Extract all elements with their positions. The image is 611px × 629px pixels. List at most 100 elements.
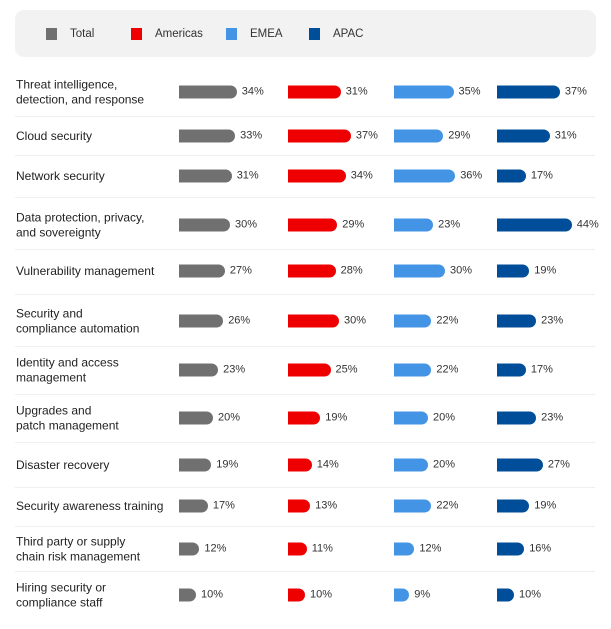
- data-label-emea: 20%: [433, 458, 456, 471]
- bar-total: [179, 264, 225, 278]
- bar-americas: [288, 264, 336, 278]
- data-label-apac: 23%: [541, 314, 564, 327]
- row-separator: [15, 197, 595, 198]
- data-label-total: 31%: [236, 169, 259, 182]
- data-label-emea: 9%: [414, 588, 431, 601]
- bar-americas: [288, 218, 338, 232]
- bar-apac: [497, 458, 543, 472]
- bar-total: [179, 363, 219, 377]
- data-label-apac: 19%: [534, 264, 557, 277]
- bar-americas: [288, 85, 341, 99]
- bar-emea: [394, 411, 428, 425]
- data-label-apac: 37%: [564, 85, 587, 98]
- data-label-americas: 14%: [316, 458, 339, 471]
- row-separator: [15, 571, 595, 572]
- data-label-emea: 36%: [460, 169, 483, 182]
- row-separator: [15, 346, 595, 347]
- bar-apac: [497, 411, 537, 425]
- legend-item-apac: APAC: [309, 27, 363, 41]
- legend-swatch-total: [46, 28, 57, 40]
- data-label-total: 12%: [204, 542, 227, 555]
- bar-apac: [497, 314, 537, 328]
- row-separator: [15, 116, 595, 117]
- data-label-americas: 13%: [315, 499, 338, 512]
- bar-americas: [288, 458, 312, 472]
- data-label-emea: 23%: [438, 218, 461, 231]
- row-separator: [15, 394, 595, 395]
- data-label-total: 17%: [212, 499, 235, 512]
- bar-emea: [394, 169, 456, 183]
- legend-swatch-emea: [226, 28, 237, 40]
- bar-americas: [288, 588, 305, 602]
- bar-emea: [394, 542, 415, 556]
- bar-total: [179, 542, 200, 556]
- data-label-apac: 23%: [541, 411, 564, 424]
- category-label: Upgrades and patch management: [16, 403, 119, 433]
- data-label-americas: 10%: [310, 588, 333, 601]
- bar-emea: [394, 499, 432, 513]
- legend-item-americas: Americas: [131, 27, 203, 41]
- data-label-americas: 29%: [342, 218, 365, 231]
- data-label-americas: 19%: [325, 411, 348, 424]
- bar-emea: [394, 314, 432, 328]
- legend: Total Americas EMEA APAC: [15, 10, 596, 57]
- data-label-emea: 22%: [436, 499, 459, 512]
- data-label-apac: 19%: [534, 499, 557, 512]
- bar-total: [179, 169, 232, 183]
- data-label-apac: 17%: [530, 363, 553, 376]
- bar-apac: [497, 218, 572, 232]
- bar-total: [179, 458, 212, 472]
- bar-apac: [497, 588, 514, 602]
- data-label-emea: 22%: [436, 363, 459, 376]
- bar-americas: [288, 411, 321, 425]
- data-label-apac: 17%: [530, 169, 553, 182]
- data-label-americas: 31%: [345, 85, 368, 98]
- bar-americas: [288, 542, 307, 556]
- category-label: Disaster recovery: [16, 457, 110, 472]
- category-label: Identity and access management: [16, 355, 119, 385]
- bar-americas: [288, 499, 311, 513]
- bar-total: [179, 85, 237, 99]
- bar-emea: [394, 218, 434, 232]
- legend-label-total: Total: [70, 28, 95, 40]
- category-label: Hiring security or compliance staff: [16, 580, 107, 610]
- row-separator: [15, 526, 595, 527]
- data-label-emea: 30%: [450, 264, 473, 277]
- bar-americas: [288, 363, 331, 377]
- bar-total: [179, 499, 208, 513]
- data-label-emea: 12%: [419, 542, 442, 555]
- row-separator: [15, 487, 595, 488]
- data-label-total: 33%: [240, 129, 263, 142]
- legend-label-emea: EMEA: [250, 28, 283, 40]
- bar-emea: [394, 129, 444, 143]
- data-label-americas: 28%: [340, 264, 363, 277]
- data-label-apac: 44%: [576, 218, 599, 231]
- data-label-total: 34%: [241, 85, 264, 98]
- bar-apac: [497, 499, 530, 513]
- category-label: Data protection, privacy, and sovereignty: [16, 210, 145, 240]
- data-label-total: 19%: [216, 458, 239, 471]
- row-separator: [15, 442, 595, 443]
- data-label-emea: 29%: [448, 129, 471, 142]
- data-label-apac: 27%: [547, 458, 570, 471]
- bar-apac: [497, 363, 526, 377]
- row-separator: [15, 249, 595, 250]
- category-label: Third party or supply chain risk manageme…: [16, 534, 141, 564]
- data-label-americas: 30%: [344, 314, 367, 327]
- category-label: Threat intelligence, detection, and respo…: [16, 77, 145, 107]
- data-label-emea: 22%: [436, 314, 459, 327]
- bar-total: [179, 588, 196, 602]
- bar-emea: [394, 85, 454, 99]
- data-label-apac: 10%: [519, 588, 542, 601]
- category-label: Security and compliance automation: [16, 306, 140, 336]
- bar-apac: [497, 129, 550, 143]
- bar-emea: [394, 458, 428, 472]
- data-label-americas: 11%: [311, 542, 333, 555]
- data-label-americas: 37%: [355, 129, 378, 142]
- bar-americas: [288, 314, 339, 328]
- data-label-apac: 16%: [529, 542, 552, 555]
- data-label-americas: 34%: [350, 169, 373, 182]
- legend-swatch-apac: [309, 28, 320, 40]
- legend-label-apac: APAC: [333, 28, 364, 40]
